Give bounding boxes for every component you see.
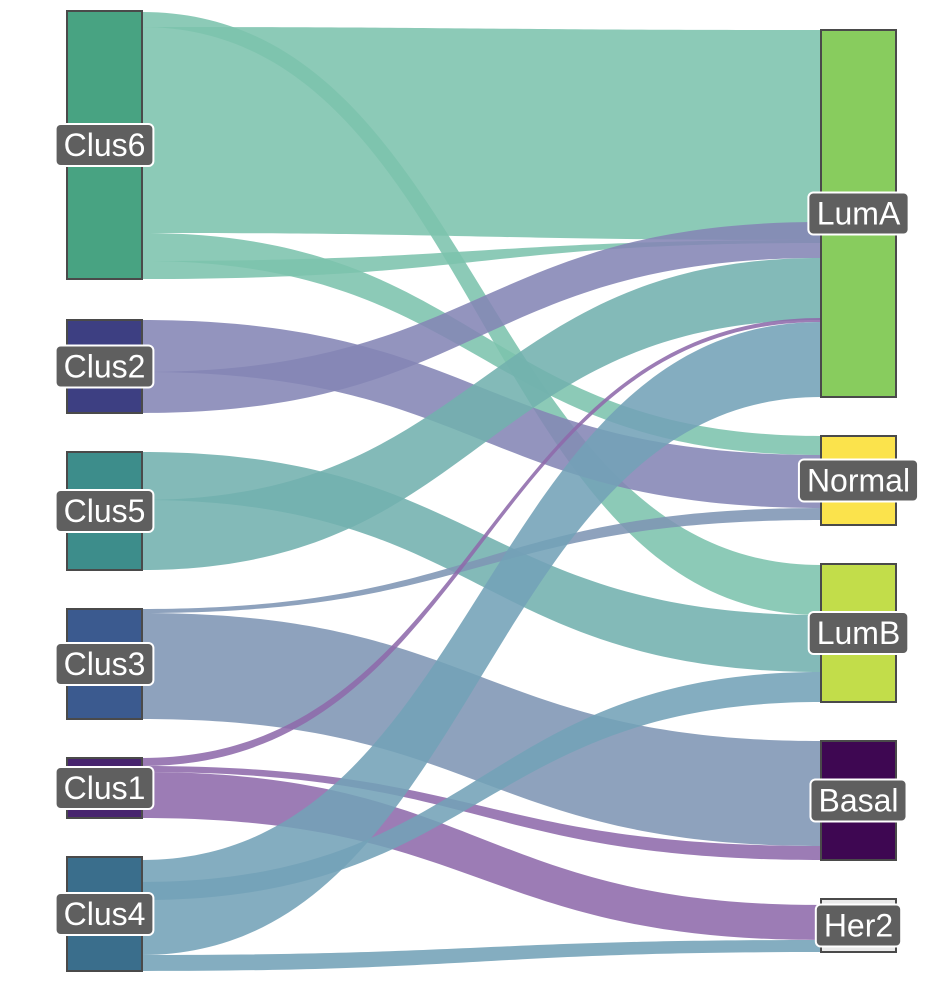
flow-clus1-to-basal[interactable]: [142, 766, 821, 860]
label-text: Clus5: [64, 493, 146, 529]
label-text: LumA: [817, 196, 901, 232]
flow-clus1-to-luma[interactable]: [142, 318, 821, 766]
label-box: [54, 123, 155, 167]
node-label-clus6: Clus6: [54, 123, 155, 167]
flows-layer: [142, 12, 821, 971]
flow-clus6-to-luma[interactable]: [142, 27, 821, 240]
flow-clus5-to-luma[interactable]: [142, 258, 821, 570]
label-box: [54, 642, 155, 686]
node-label-normal: Normal: [797, 458, 920, 503]
node-label-luma: LumA: [807, 191, 910, 236]
node-label-clus4: Clus4: [54, 892, 155, 936]
label-box: [807, 191, 910, 236]
label-text: Clus4: [64, 896, 146, 932]
flow-clus3-to-basal[interactable]: [142, 613, 821, 846]
label-text: Her2: [824, 908, 893, 944]
label-box: [809, 778, 908, 823]
node-label-clus2: Clus2: [54, 344, 155, 389]
label-box: [54, 489, 155, 533]
flow-clus2-to-luma[interactable]: [142, 222, 821, 413]
label-text: Normal: [807, 463, 910, 499]
node-label-lumb: LumB: [807, 611, 910, 655]
node-label-clus5: Clus5: [54, 489, 155, 533]
label-box: [807, 611, 910, 655]
label-text: Basal: [818, 783, 898, 819]
flow-clus3-to-normal[interactable]: [142, 508, 821, 613]
node-label-her2: Her2: [814, 903, 903, 948]
label-box: [54, 766, 155, 810]
flow-clus6-to-luma[interactable]: [142, 240, 821, 279]
flow-clus6-to-normal[interactable]: [142, 233, 821, 455]
label-box: [54, 344, 155, 389]
label-text: Clus6: [64, 127, 146, 163]
node-label-basal: Basal: [809, 778, 908, 823]
label-text: Clus1: [64, 770, 146, 806]
label-box: [797, 458, 920, 503]
flow-clus4-to-luma[interactable]: [142, 322, 821, 955]
node-label-clus3: Clus3: [54, 642, 155, 686]
labels-layer: Clus6 Clus2 Clus5 Clus3 Clus1 Clus4 LumA Normal…: [54, 123, 920, 948]
node-label-clus1: Clus1: [54, 766, 155, 810]
label-box: [54, 892, 155, 936]
flow-clus4-to-lumb[interactable]: [142, 672, 821, 900]
label-text: Clus2: [64, 349, 146, 385]
label-text: Clus3: [64, 646, 146, 682]
label-box: [814, 903, 903, 948]
flow-clus4-to-her2[interactable]: [142, 940, 821, 971]
label-text: LumB: [817, 615, 901, 651]
